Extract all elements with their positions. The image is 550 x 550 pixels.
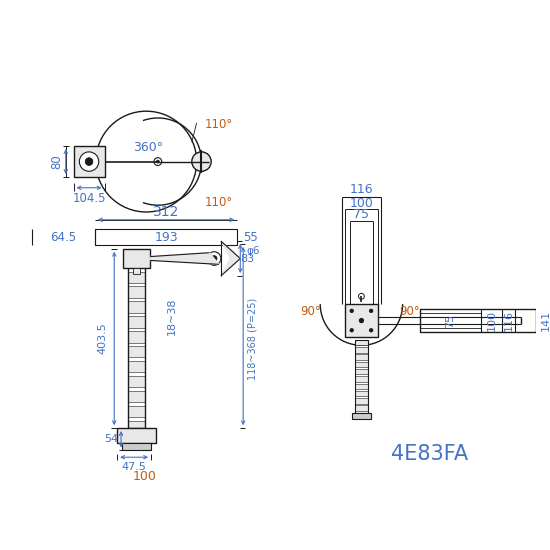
Bar [352, 412, 371, 420]
Bar [355, 405, 368, 411]
Circle shape [370, 310, 372, 312]
Bar [128, 406, 145, 417]
Bar [133, 268, 140, 274]
Text: 47.5: 47.5 [121, 462, 146, 472]
Text: 18~38: 18~38 [167, 298, 177, 336]
Circle shape [370, 329, 372, 332]
Text: 4E83FA: 4E83FA [390, 444, 468, 464]
Text: 75: 75 [446, 314, 455, 328]
Text: 360°: 360° [133, 141, 163, 153]
Bar [128, 421, 145, 432]
Bar [355, 398, 368, 404]
Bar [420, 309, 536, 332]
Bar [355, 369, 368, 375]
Circle shape [211, 256, 217, 261]
Text: 80: 80 [51, 154, 64, 169]
Circle shape [360, 318, 364, 322]
Text: 118~368 (P=25): 118~368 (P=25) [248, 298, 258, 379]
Text: 100: 100 [487, 310, 497, 331]
Bar [74, 146, 104, 177]
Text: 100: 100 [133, 470, 156, 483]
Text: 116: 116 [350, 183, 373, 196]
Text: 54: 54 [104, 434, 118, 444]
Text: 116: 116 [504, 310, 514, 331]
Text: φ6: φ6 [246, 246, 260, 256]
Text: 403.5: 403.5 [97, 323, 108, 354]
Text: 110°: 110° [205, 196, 233, 209]
Bar [355, 340, 368, 345]
Circle shape [85, 158, 93, 166]
Text: 75: 75 [354, 208, 370, 222]
Bar [355, 376, 368, 382]
Polygon shape [221, 241, 240, 258]
Circle shape [350, 310, 353, 312]
Bar [122, 443, 151, 450]
Polygon shape [150, 252, 219, 265]
Bar [355, 340, 368, 412]
Bar [128, 391, 145, 402]
Text: 100: 100 [349, 197, 373, 210]
Bar [128, 257, 145, 428]
Bar [123, 249, 150, 268]
Bar [355, 383, 368, 389]
Text: 110°: 110° [205, 118, 233, 131]
Text: 193: 193 [155, 230, 178, 244]
Text: 55: 55 [244, 230, 258, 244]
Bar [128, 376, 145, 387]
Text: 83: 83 [240, 254, 254, 263]
Text: 312: 312 [153, 205, 179, 219]
Polygon shape [221, 258, 240, 276]
Circle shape [154, 158, 162, 166]
Bar [128, 257, 145, 268]
Bar [117, 428, 156, 443]
Circle shape [192, 152, 211, 171]
Bar [128, 272, 145, 283]
Circle shape [359, 293, 364, 299]
Bar [128, 287, 145, 298]
Bar [128, 331, 145, 343]
Text: 141: 141 [541, 310, 550, 331]
Bar [128, 361, 145, 372]
Bar [128, 346, 145, 358]
Text: 104.5: 104.5 [72, 192, 106, 205]
Bar [355, 362, 368, 367]
Text: 90°: 90° [399, 305, 420, 318]
Bar [355, 355, 368, 360]
Text: 90°: 90° [301, 305, 321, 318]
Circle shape [207, 252, 221, 265]
Bar [128, 316, 145, 328]
Circle shape [156, 160, 160, 163]
Bar [355, 391, 368, 397]
Circle shape [79, 152, 99, 171]
Bar [128, 301, 145, 312]
Text: 64.5: 64.5 [50, 230, 76, 244]
Circle shape [350, 329, 353, 332]
Bar [355, 347, 368, 353]
Bar [345, 304, 378, 337]
Bar [95, 229, 238, 245]
